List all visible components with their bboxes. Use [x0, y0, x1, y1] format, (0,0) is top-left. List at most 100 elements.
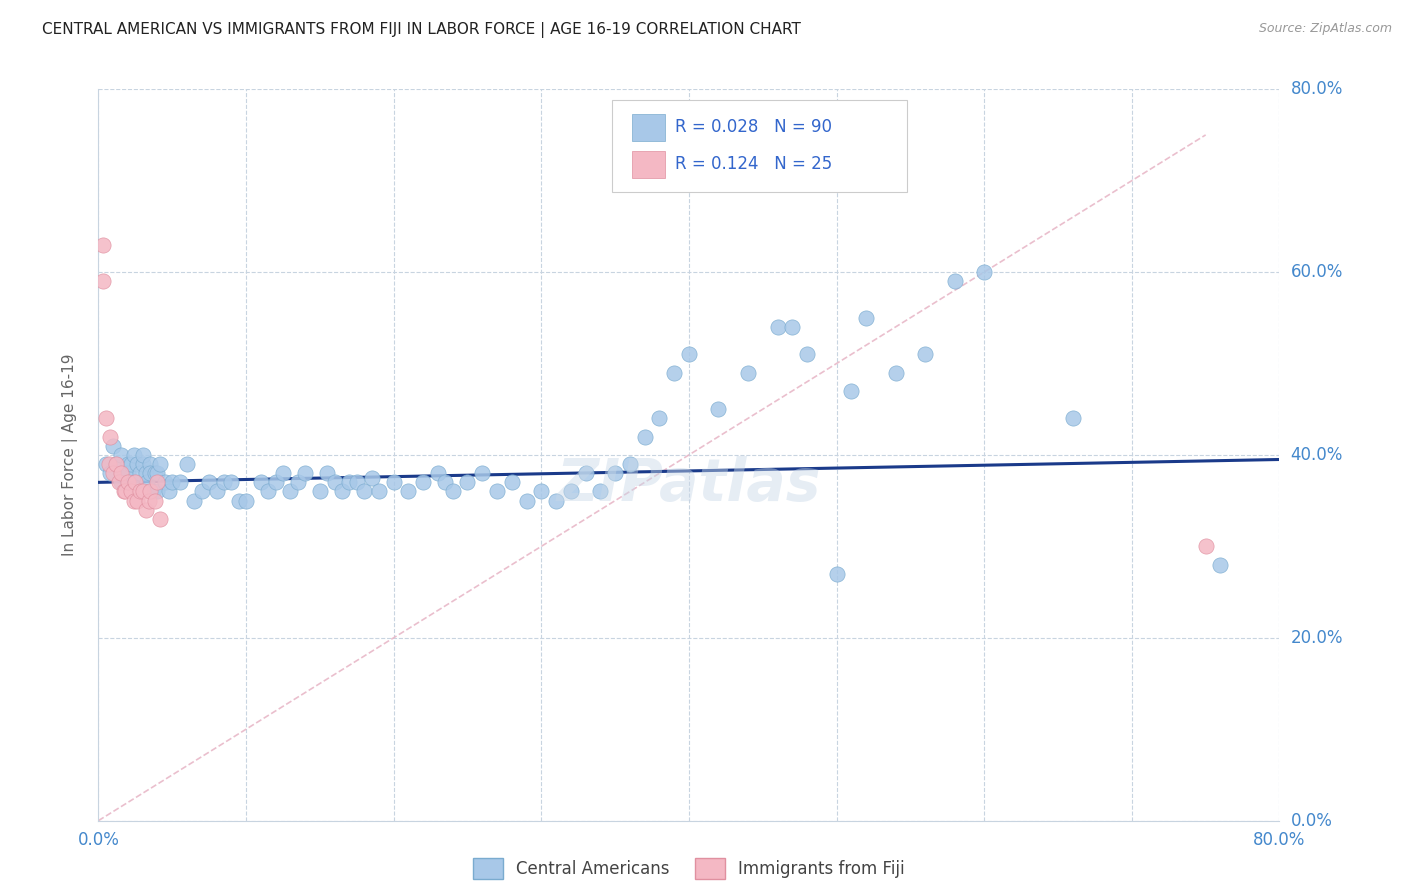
- Point: [825, 566, 848, 581]
- Point: [128, 466, 150, 480]
- Point: [353, 484, 375, 499]
- Point: [122, 448, 145, 462]
- Point: [796, 347, 818, 361]
- Point: [114, 466, 136, 480]
- Point: [368, 484, 391, 499]
- Text: R = 0.124   N = 25: R = 0.124 N = 25: [675, 155, 832, 173]
- Point: [120, 484, 142, 499]
- Text: 0.0%: 0.0%: [1291, 812, 1333, 830]
- Point: [486, 484, 509, 499]
- Point: [122, 493, 145, 508]
- Point: [103, 439, 125, 453]
- Text: 60.0%: 60.0%: [1291, 263, 1343, 281]
- Point: [257, 484, 280, 499]
- Point: [427, 466, 450, 480]
- Point: [1062, 411, 1084, 425]
- Point: [135, 502, 157, 516]
- Point: [574, 466, 596, 480]
- Point: [973, 265, 995, 279]
- Point: [132, 448, 155, 462]
- Point: [94, 457, 117, 471]
- Point: [456, 475, 478, 490]
- Point: [97, 457, 120, 471]
- Point: [434, 475, 457, 490]
- Point: [914, 347, 936, 361]
- Point: [219, 475, 242, 490]
- Point: [441, 484, 464, 499]
- Text: 40.0%: 40.0%: [1291, 446, 1343, 464]
- Point: [316, 466, 339, 480]
- Point: [110, 475, 132, 490]
- Point: [146, 475, 169, 490]
- Point: [105, 457, 128, 471]
- Legend: Central Americans, Immigrants from Fiji: Central Americans, Immigrants from Fiji: [467, 852, 911, 886]
- Point: [278, 484, 302, 499]
- Point: [105, 457, 128, 471]
- Point: [139, 466, 162, 480]
- Point: [120, 457, 142, 471]
- Point: [117, 457, 139, 471]
- Point: [142, 484, 165, 499]
- Point: [117, 466, 139, 480]
- Point: [136, 475, 159, 490]
- Point: [294, 466, 316, 480]
- Point: [191, 484, 214, 499]
- Point: [782, 320, 804, 334]
- Point: [149, 512, 172, 526]
- Y-axis label: In Labor Force | Age 16-19: In Labor Force | Age 16-19: [62, 353, 77, 557]
- Point: [589, 484, 612, 499]
- Point: [146, 466, 169, 480]
- Point: [91, 274, 114, 288]
- Point: [648, 411, 671, 425]
- Point: [176, 457, 198, 471]
- Point: [124, 475, 146, 490]
- Point: [337, 475, 360, 490]
- Point: [250, 475, 273, 490]
- Point: [94, 411, 117, 425]
- Point: [382, 475, 405, 490]
- Point: [707, 402, 730, 417]
- Point: [235, 493, 257, 508]
- Point: [98, 430, 121, 444]
- Point: [766, 320, 789, 334]
- Point: [884, 366, 907, 380]
- Text: Source: ZipAtlas.com: Source: ZipAtlas.com: [1258, 22, 1392, 36]
- Point: [287, 475, 309, 490]
- Text: 80.0%: 80.0%: [1291, 80, 1343, 98]
- Point: [138, 493, 160, 508]
- Point: [139, 484, 162, 499]
- Point: [132, 484, 155, 499]
- Point: [839, 384, 862, 398]
- Point: [153, 475, 176, 490]
- FancyBboxPatch shape: [633, 152, 665, 178]
- Point: [323, 475, 346, 490]
- Point: [198, 475, 221, 490]
- Point: [212, 475, 235, 490]
- Point: [108, 475, 131, 490]
- Text: 20.0%: 20.0%: [1291, 629, 1343, 647]
- Point: [143, 466, 166, 480]
- Point: [346, 475, 368, 490]
- Point: [678, 347, 700, 361]
- Point: [330, 484, 353, 499]
- Point: [183, 493, 205, 508]
- Point: [98, 466, 121, 480]
- Point: [501, 475, 523, 490]
- Point: [633, 430, 655, 444]
- Point: [737, 366, 759, 380]
- Point: [560, 484, 582, 499]
- Point: [143, 493, 166, 508]
- Point: [112, 484, 135, 499]
- Point: [125, 493, 148, 508]
- Point: [605, 466, 627, 480]
- Text: CENTRAL AMERICAN VS IMMIGRANTS FROM FIJI IN LABOR FORCE | AGE 16-19 CORRELATION : CENTRAL AMERICAN VS IMMIGRANTS FROM FIJI…: [42, 22, 801, 38]
- Point: [271, 466, 294, 480]
- Text: R = 0.028   N = 90: R = 0.028 N = 90: [675, 119, 832, 136]
- Point: [309, 484, 332, 499]
- Point: [139, 457, 162, 471]
- FancyBboxPatch shape: [612, 100, 907, 192]
- Point: [360, 471, 382, 485]
- Point: [205, 484, 228, 499]
- Point: [135, 466, 157, 480]
- Point: [149, 457, 172, 471]
